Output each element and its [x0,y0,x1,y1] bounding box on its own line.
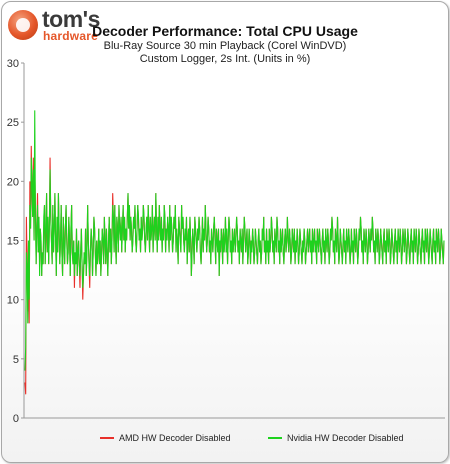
brand-logo-icon [8,10,38,40]
brand-subname: hardware [43,29,98,43]
y-tick-label-30: 30 [7,58,19,70]
series-line-amd [24,145,445,395]
series-line-nvidia [24,110,445,371]
y-tick-label-25: 25 [7,117,19,129]
y-tick-label-10: 10 [7,295,19,307]
y-tick-label-0: 0 [13,413,19,425]
brand-name: tom's [42,6,100,32]
legend-label-nvidia: Nvidia HW Decoder Disabled [287,433,404,443]
y-tick-label-5: 5 [13,354,19,366]
y-axis: 0 5 10 15 20 25 30 [7,58,24,425]
chart-title: Decoder Performance: Total CPU Usage [92,23,358,39]
y-tick-label-20: 20 [7,176,19,188]
chart-subtitle-2: Custom Logger, 2s Int. (Units in %) [139,53,311,65]
chart-subtitle-1: Blu-Ray Source 30 min Playback (Corel Wi… [103,40,347,52]
legend: AMD HW Decoder Disabled Nvidia HW Decoder… [100,433,404,443]
y-tick-label-15: 15 [7,236,19,248]
legend-label-amd: AMD HW Decoder Disabled [119,433,231,443]
series-group [24,110,445,395]
brand-logo: tom's hardware [6,6,126,52]
